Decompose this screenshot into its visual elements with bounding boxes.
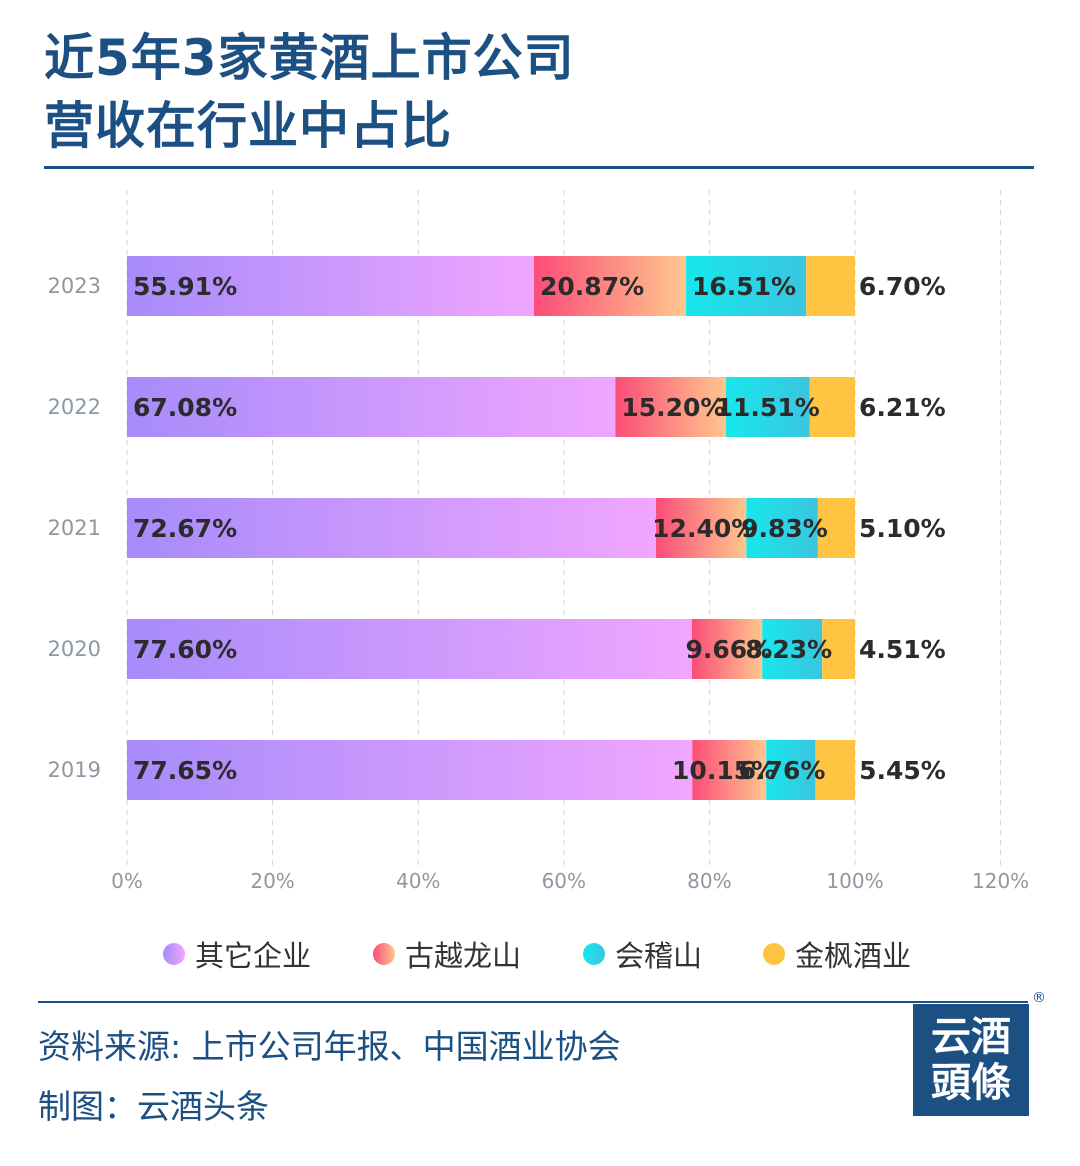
bar-segment xyxy=(127,377,616,437)
legend-swatch xyxy=(583,943,605,965)
data-label: 55.91% xyxy=(133,272,237,301)
bar-segment xyxy=(766,740,816,800)
chart-title: 近5年3家黄酒上市公司 营收在行业中占比 xyxy=(44,24,575,160)
data-label: 20.87% xyxy=(540,272,644,301)
registered-mark: ® xyxy=(1032,990,1046,1006)
data-label: 8.23% xyxy=(745,635,832,664)
bars xyxy=(127,256,856,800)
bar-segment xyxy=(127,740,693,800)
bar-segment xyxy=(817,498,855,558)
data-labels: 55.91% 20.87% 16.51% 6.70% 67.08% 15.20%11.51… xyxy=(133,272,946,785)
bar-segment xyxy=(762,619,823,679)
x-axis-ticks: 0% 20% 40% 60% 80% 100% 120% xyxy=(111,869,1029,893)
brand-logo: 云酒 頭條 xyxy=(913,1004,1029,1116)
bar-segment xyxy=(127,619,692,679)
x-tick-label: 80% xyxy=(687,869,731,893)
legend-label: 会稽山 xyxy=(615,939,703,973)
legend-label: 古越龙山 xyxy=(405,939,522,973)
data-label: 10.15% xyxy=(672,756,776,785)
data-label: 9.66% xyxy=(686,635,773,664)
category-label: 2021 xyxy=(48,516,101,540)
source-note: 资料来源: 上市公司年报、中国酒业协会 xyxy=(38,1027,621,1066)
legend-swatch xyxy=(163,943,185,965)
bar-segment xyxy=(815,740,856,800)
footer-divider xyxy=(38,1001,1028,1003)
legend-item: 金枫酒业 xyxy=(763,934,911,974)
legend-label: 其它企业 xyxy=(195,939,312,973)
category-label: 2019 xyxy=(48,758,101,782)
legend-swatch xyxy=(763,943,785,965)
x-tick-label: 120% xyxy=(972,869,1029,893)
chart-title-line2: 营收在行业中占比 xyxy=(44,97,452,155)
x-tick-label: 0% xyxy=(111,869,143,893)
legend-item: 会稽山 xyxy=(583,934,702,974)
bar-segment xyxy=(822,619,855,679)
bar-segment xyxy=(615,377,726,437)
bar-segment xyxy=(656,498,747,558)
data-label: 16.51% xyxy=(692,272,796,301)
x-tick-label: 60% xyxy=(542,869,586,893)
data-label: 72.67% xyxy=(133,514,237,543)
bar-segment xyxy=(692,740,767,800)
category-label: 2023 xyxy=(48,274,101,298)
bar-segment xyxy=(691,619,763,679)
chart-title-line1: 近5年3家黄酒上市公司 xyxy=(44,29,575,87)
logo-line1: 云酒 xyxy=(931,1013,1011,1060)
maker-note: 制图：云酒头条 xyxy=(38,1087,269,1126)
data-label: 6.21% xyxy=(859,393,946,422)
category-label: 2020 xyxy=(48,637,101,661)
bar-segment xyxy=(685,256,807,316)
bar-segment xyxy=(534,256,686,316)
legend-item: 其它企业 xyxy=(163,934,311,974)
data-label: 5.10% xyxy=(859,514,946,543)
data-label: 77.60% xyxy=(133,635,237,664)
category-labels: 2023 2022 2021 2020 2019 xyxy=(48,274,101,782)
legend-label: 金枫酒业 xyxy=(795,939,912,973)
data-label: 12.40% xyxy=(652,514,756,543)
data-label: 4.51% xyxy=(859,635,946,664)
stacked-bar-chart: 55.91% 20.87% 16.51% 6.70% 67.08% 15.20%11.51… xyxy=(48,190,1029,893)
title-divider xyxy=(44,166,1034,169)
bar-segment xyxy=(746,498,818,558)
bar-segment xyxy=(725,377,810,437)
x-tick-label: 100% xyxy=(826,869,883,893)
x-tick-label: 20% xyxy=(250,869,294,893)
legend-swatch xyxy=(373,943,395,965)
x-tick-label: 40% xyxy=(396,869,440,893)
data-label: 9.83% xyxy=(741,514,828,543)
legend: 其它企业 古越龙山 会稽山 金枫酒业 xyxy=(0,934,1080,974)
data-label: 67.08% xyxy=(133,393,237,422)
data-label: 77.65% xyxy=(133,756,237,785)
legend-item: 古越龙山 xyxy=(373,934,521,974)
data-label: 6.76% xyxy=(739,756,826,785)
data-label: 15.20% xyxy=(621,393,725,422)
category-label: 2022 xyxy=(48,395,101,419)
data-label: 11.51% xyxy=(716,393,820,422)
data-label: 6.70% xyxy=(859,272,946,301)
bar-segment xyxy=(127,498,657,558)
bar-segment xyxy=(806,256,855,316)
logo-line2: 頭條 xyxy=(931,1059,1011,1106)
bar-segment xyxy=(127,256,535,316)
data-label: 5.45% xyxy=(859,756,946,785)
bar-segment xyxy=(809,377,855,437)
